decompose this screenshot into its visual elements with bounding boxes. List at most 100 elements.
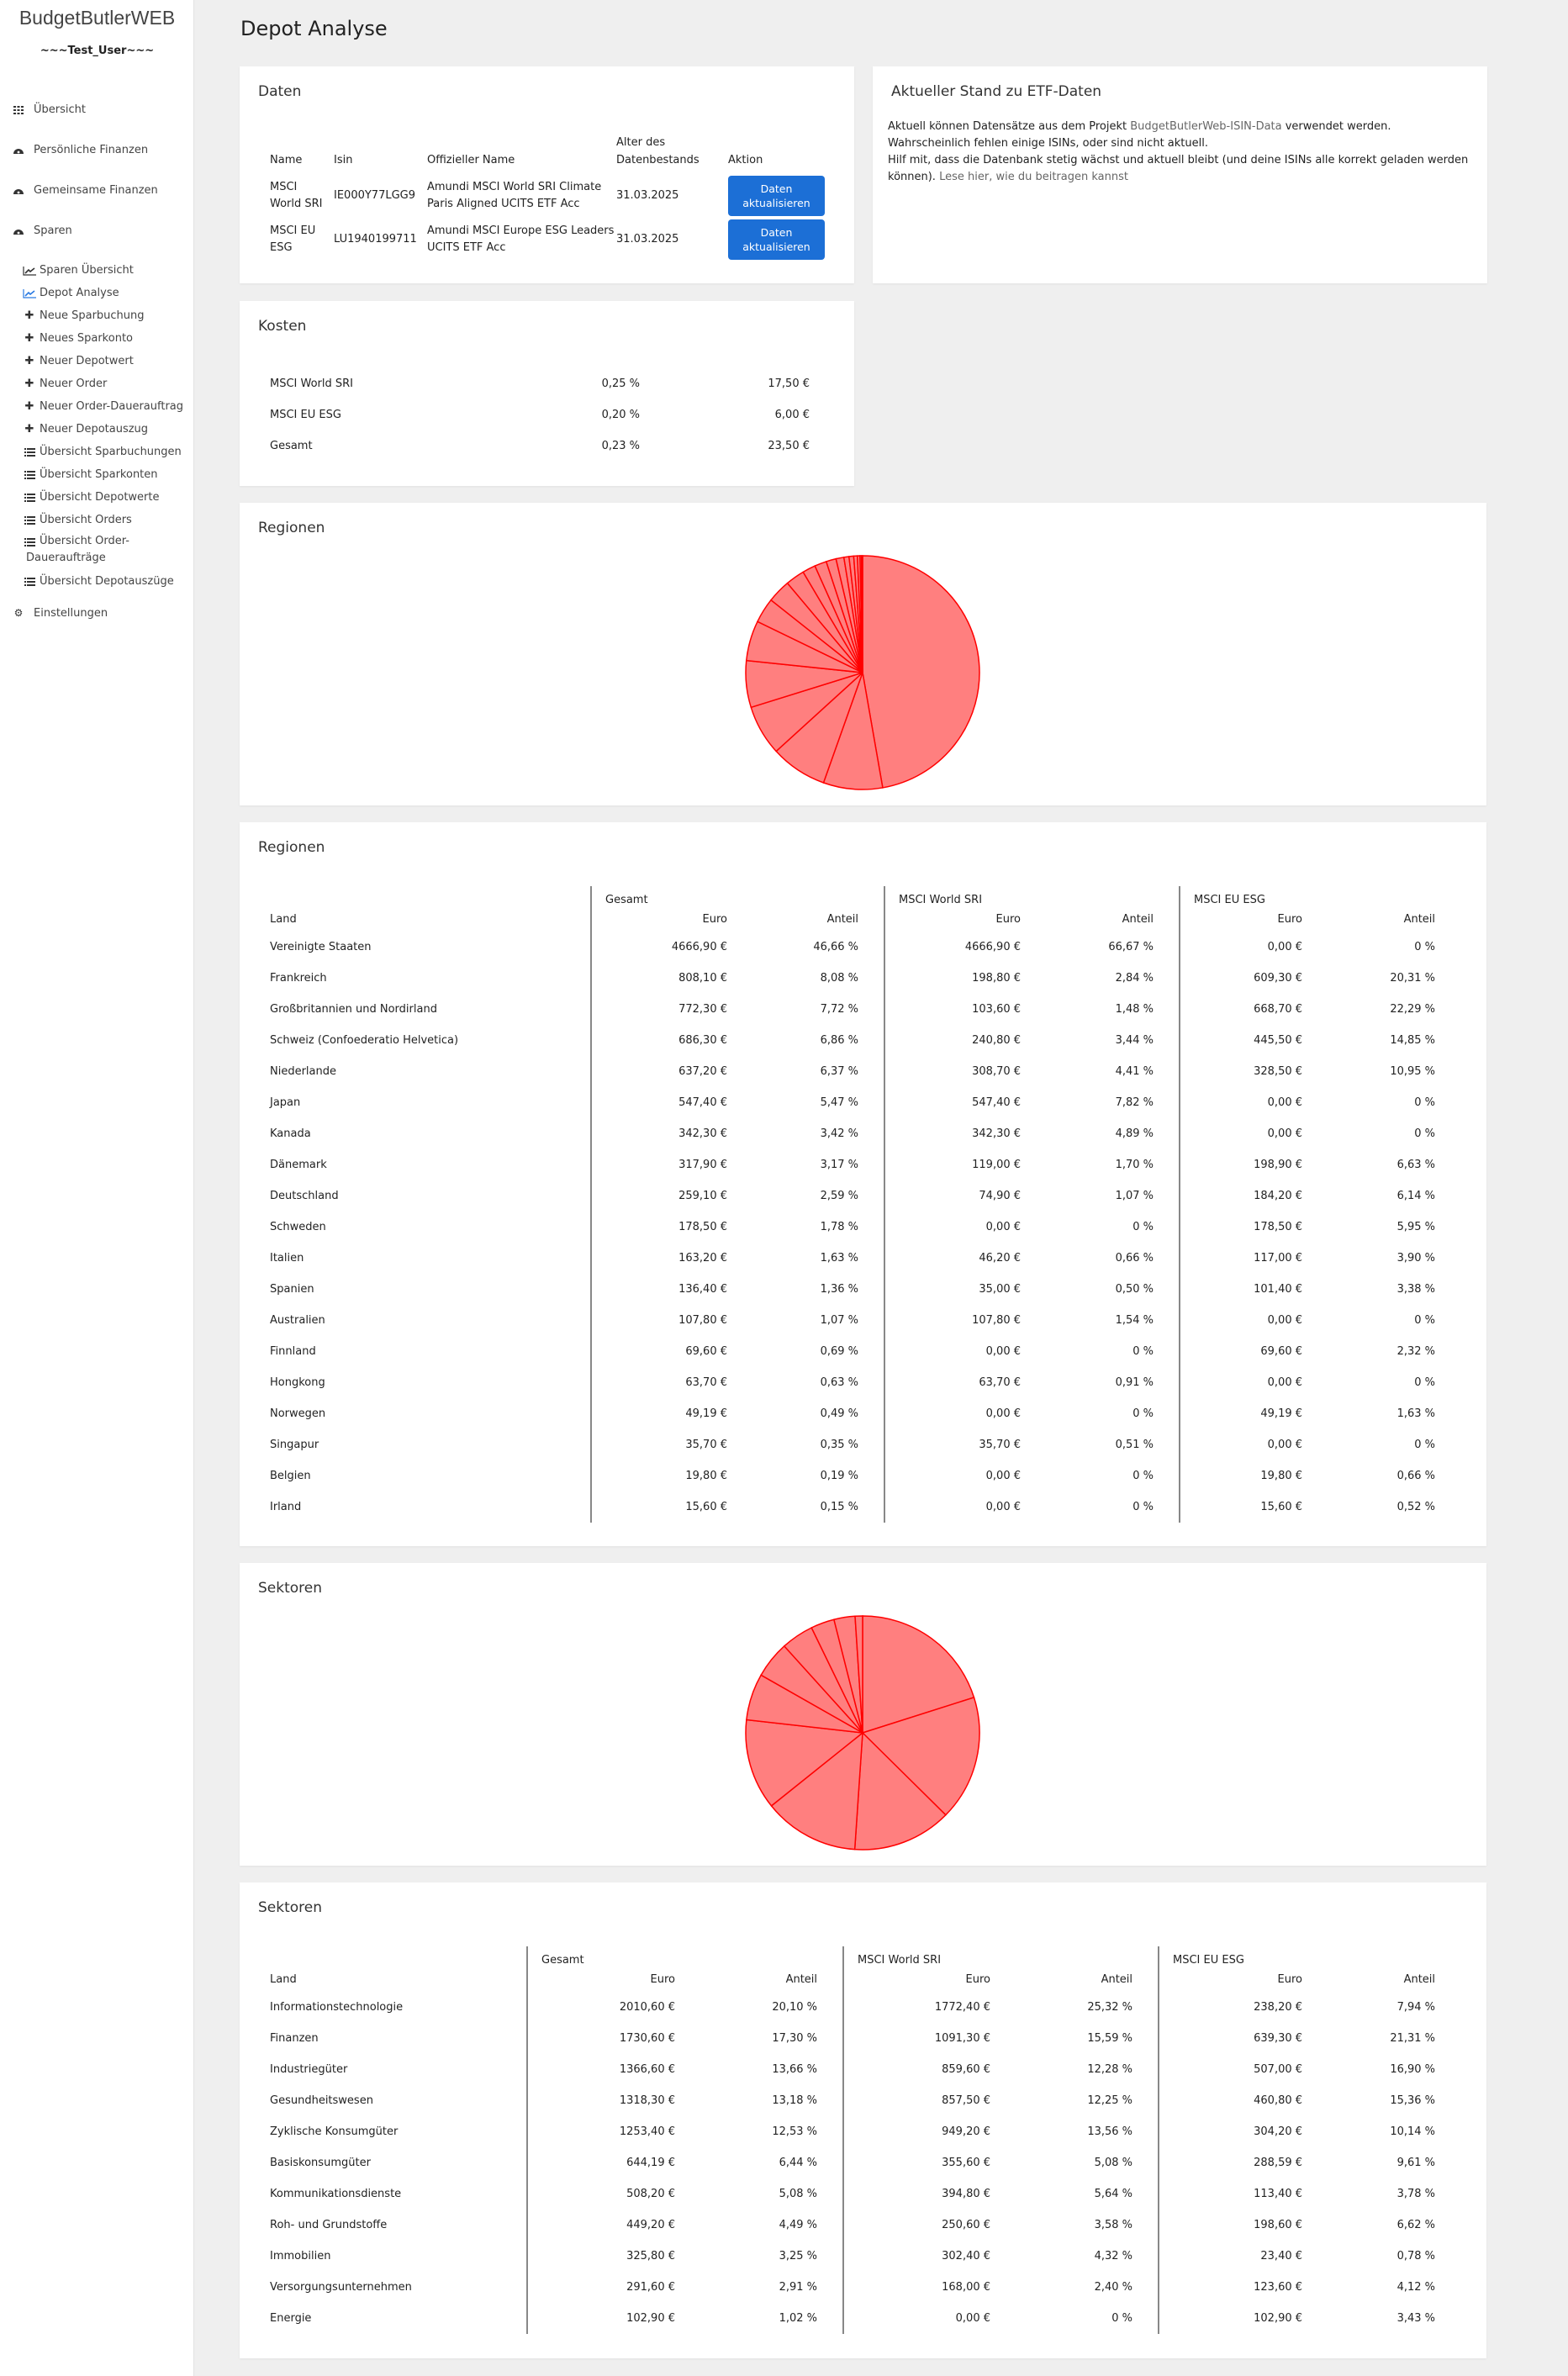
cell-label: Basiskonsumgüter bbox=[270, 2157, 371, 2169]
plus-icon: ✚ bbox=[24, 423, 34, 436]
table-row: Industriegüter 1366,60 € 13,66 % 859,60 € 12… bbox=[270, 2054, 1460, 2085]
cell-anteil: 1,78 % bbox=[820, 1221, 859, 1233]
pie-slice-gesundheitswesen[interactable] bbox=[770, 1731, 863, 1851]
cell-euro: 857,50 € bbox=[842, 2085, 1016, 2116]
cell-anteil: 4,12 % bbox=[1396, 2281, 1436, 2294]
card-title: Sektoren bbox=[258, 1580, 323, 1597]
list-icon bbox=[23, 467, 36, 483]
cell-euro: 168,00 € bbox=[842, 2272, 1016, 2303]
table-row: MSCI EU ESG 0,20 % 6,00 € bbox=[270, 399, 810, 430]
pie-slice-informationstechnologie[interactable] bbox=[862, 1615, 975, 1734]
cell-euro: 63,70 € bbox=[590, 1367, 752, 1398]
cell-euro: 0,00 € bbox=[884, 1398, 1047, 1429]
table-row: Schweden 178,50 € 1,78 % 0,00 € 0 % 178,50 € 5… bbox=[270, 1212, 1460, 1243]
contribute-link[interactable]: Lese hier, wie du beitragen kannst bbox=[939, 171, 1128, 183]
cell-euro: 0,00 € bbox=[884, 1492, 1047, 1523]
cell-anteil: 0 % bbox=[1132, 1345, 1154, 1358]
sidebar-item-einstellungen[interactable]: ⚙ Einstellungen bbox=[0, 593, 194, 633]
sidebar-subitem[interactable]: ✚ Neues Sparkonto bbox=[0, 327, 194, 350]
card-title: Aktueller Stand zu ETF-Daten bbox=[891, 83, 1102, 100]
pie-slice-finanzen[interactable] bbox=[861, 1696, 980, 1816]
cell-anteil: 3,58 % bbox=[1094, 2219, 1133, 2231]
daten-card: Daten Name Isin Offizieller Name Alter d… bbox=[240, 66, 854, 283]
sidebar-subitem[interactable]: Depot Analyse bbox=[0, 282, 194, 304]
cell-euro: 0,00 € bbox=[1179, 1118, 1328, 1149]
cell-euro: 4666,90 € bbox=[590, 932, 752, 963]
cell-label: Spanien bbox=[270, 1283, 314, 1296]
table-row: Gesamt 0,23 % 23,50 € bbox=[270, 430, 810, 462]
sidebar-subitem[interactable]: ✚ Neue Sparbuchung bbox=[0, 304, 194, 327]
col-header: Offizieller Name bbox=[427, 154, 515, 166]
cell-euro: 69,60 € bbox=[1179, 1336, 1328, 1367]
sidebar-subitem[interactable]: ✚ Neuer Order-Dauerauftrag bbox=[0, 395, 194, 418]
brand-logo[interactable]: BudgetButlerWEB bbox=[18, 7, 176, 29]
cell-anteil: 0,66 % bbox=[1396, 1470, 1436, 1482]
cell-euro: 19,80 € bbox=[1179, 1460, 1328, 1492]
sidebar-subitem[interactable]: Übersicht Order-Daueraufträge bbox=[0, 531, 194, 570]
cell-euro: 1366,60 € bbox=[526, 2054, 700, 2085]
cell-anteil: 66,67 % bbox=[1108, 941, 1154, 953]
sektoren-table-card: Sektoren Gesamt MSCI World SRI MSCI EU ESG… bbox=[240, 1882, 1486, 2358]
cell-anteil: 2,32 % bbox=[1396, 1345, 1436, 1358]
cell-euro: 4666,90 € bbox=[884, 932, 1047, 963]
sektoren-chart-card: Sektoren bbox=[240, 1563, 1486, 1866]
cell-anteil: 2,84 % bbox=[1115, 972, 1154, 985]
cell-label: Hongkong bbox=[270, 1376, 325, 1389]
sidebar-item-label: Depot Analyse bbox=[40, 286, 119, 299]
cell-euro: 342,30 € bbox=[590, 1118, 752, 1149]
pie-slice-energie[interactable] bbox=[854, 1615, 863, 1734]
cell-percent: 0,23 % bbox=[601, 440, 640, 452]
cell-euro: 101,40 € bbox=[1179, 1274, 1328, 1305]
sidebar-subitem[interactable]: Übersicht Depotauszüge bbox=[0, 570, 194, 593]
cell-anteil: 4,32 % bbox=[1094, 2250, 1133, 2262]
cell-euro: 644,19 € bbox=[526, 2147, 700, 2178]
cell-euro: 1253,40 € bbox=[526, 2116, 700, 2147]
sidebar-subitem[interactable]: Übersicht Depotwerte bbox=[0, 486, 194, 509]
sidebar-subitem[interactable]: ✚ Neuer Order bbox=[0, 372, 194, 395]
cell-euro: 394,80 € bbox=[842, 2178, 1016, 2210]
sidebar-subitem[interactable]: Übersicht Sparbuchungen bbox=[0, 441, 194, 463]
col-header-euro: Euro bbox=[842, 1967, 1016, 1992]
sidebar-subitem[interactable]: Sparen Übersicht bbox=[0, 259, 194, 282]
cell-anteil: 1,63 % bbox=[820, 1252, 859, 1265]
sidebar-item[interactable]: Übersicht bbox=[0, 89, 194, 129]
pie-slice-irland[interactable] bbox=[860, 555, 863, 673]
cell-euro: 119,00 € bbox=[884, 1149, 1047, 1180]
cell-euro: 23,50 € bbox=[768, 440, 810, 452]
sidebar-item-label: Einstellungen bbox=[34, 606, 108, 620]
cell-euro: 637,20 € bbox=[590, 1056, 752, 1087]
pie-slice-industriegüter[interactable] bbox=[853, 1731, 947, 1851]
cell-label: Kommunikationsdienste bbox=[270, 2188, 402, 2200]
group-header: Gesamt bbox=[589, 886, 885, 906]
table-row: Roh- und Grundstoffe 449,20 € 4,49 % 250,60… bbox=[270, 2210, 1460, 2241]
cell-anteil: 0 % bbox=[1414, 1096, 1436, 1109]
update-data-button[interactable]: Daten aktualisieren bbox=[728, 219, 825, 260]
sidebar-subitem[interactable]: ✚ Neuer Depotauszug bbox=[0, 418, 194, 441]
cell-anteil: 3,42 % bbox=[820, 1127, 859, 1140]
list-icon bbox=[23, 444, 36, 461]
cell-euro: 1730,60 € bbox=[526, 2023, 700, 2054]
cell-label: Finanzen bbox=[270, 2032, 319, 2045]
update-data-button[interactable]: Daten aktualisieren bbox=[728, 176, 825, 216]
sidebar-subitem[interactable]: Übersicht Sparkonten bbox=[0, 463, 194, 486]
group-header: Gesamt bbox=[525, 1946, 844, 1967]
cell-anteil: 6,14 % bbox=[1396, 1190, 1436, 1202]
cell-euro: 449,20 € bbox=[526, 2210, 700, 2241]
sidebar-subitem[interactable]: ✚ Neuer Depotwert bbox=[0, 350, 194, 372]
isin-data-link[interactable]: BudgetButlerWeb-ISIN-Data bbox=[1130, 120, 1282, 133]
daten-table: Name Isin Offizieller Name Alter des Dat… bbox=[270, 134, 829, 261]
cell-anteil: 0 % bbox=[1132, 1470, 1154, 1482]
sidebar-item[interactable]: Sparen bbox=[0, 210, 194, 251]
pie-slice-zyklische-konsumgüter[interactable] bbox=[745, 1719, 864, 1807]
pie-slice-vereinigte-staaten[interactable] bbox=[862, 555, 980, 789]
cell-euro: 113,40 € bbox=[1158, 2178, 1328, 2210]
sidebar-item[interactable]: Gemeinsame Finanzen bbox=[0, 170, 194, 210]
regionen-table-card: Regionen Gesamt MSCI World SRI MSCI EU ESG… bbox=[240, 822, 1486, 1546]
list-icon bbox=[23, 533, 36, 550]
sidebar-item-label: Übersicht Orders bbox=[40, 513, 132, 526]
sidebar-subitem[interactable]: Übersicht Orders bbox=[0, 509, 194, 531]
cell-anteil: 5,08 % bbox=[1094, 2157, 1133, 2169]
table-row: Japan 547,40 € 5,47 % 547,40 € 7,82 % 0,00 € 0… bbox=[270, 1087, 1460, 1118]
dashboard-icon bbox=[12, 224, 25, 236]
sidebar-item[interactable]: Persönliche Finanzen bbox=[0, 129, 194, 170]
